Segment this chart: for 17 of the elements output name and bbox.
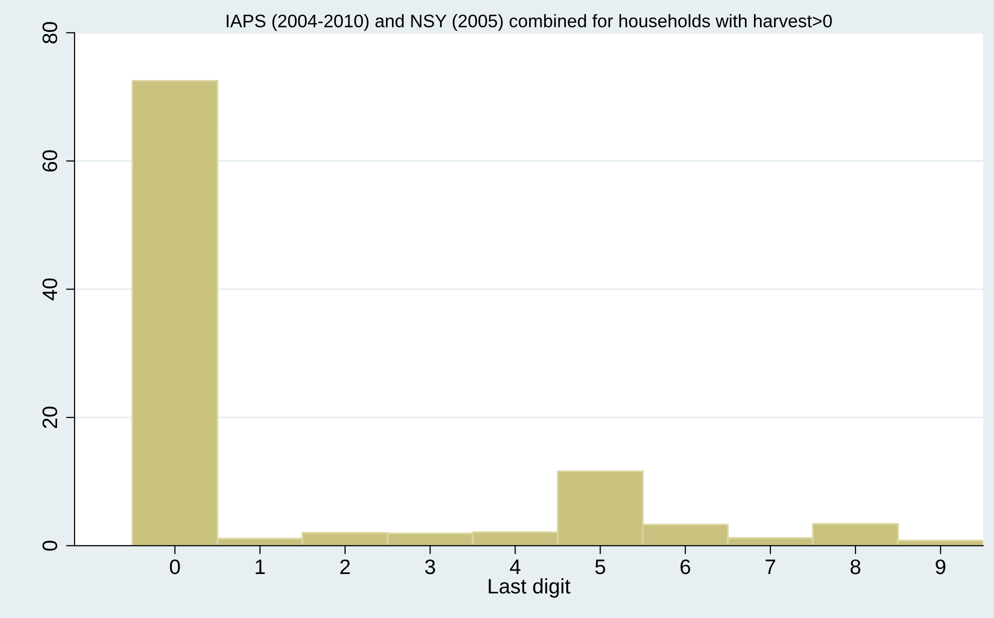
x-tick-label: 2 bbox=[340, 559, 350, 574]
x-tick-label: 1 bbox=[256, 560, 265, 574]
x-tick-label: 8 bbox=[850, 559, 860, 574]
y-tick-label: 80 bbox=[42, 22, 58, 44]
x-tick-label: 5 bbox=[595, 560, 606, 574]
x-tick-label: 3 bbox=[425, 559, 436, 574]
x-tick-label: 4 bbox=[510, 560, 520, 574]
x-axis-title: Last digit bbox=[488, 578, 570, 598]
y-tick-label: 0 bbox=[42, 540, 58, 551]
x-tick-label: 7 bbox=[766, 560, 776, 574]
x-tick-label: 6 bbox=[680, 559, 690, 574]
x-tick-label: 9 bbox=[936, 559, 946, 574]
y-tick-label: 60 bbox=[42, 150, 58, 172]
y-tick-label: 40 bbox=[42, 278, 58, 300]
x-tick-label: 0 bbox=[170, 559, 180, 574]
chart-title: IAPS (2004-2010) and NSY (2005) combined for households with harvest>0 bbox=[226, 14, 832, 31]
y-tick-label: 20 bbox=[42, 406, 58, 428]
